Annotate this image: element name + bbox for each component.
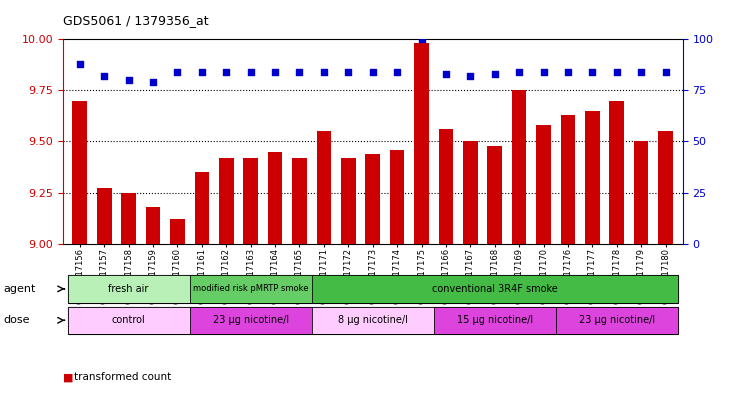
Point xyxy=(415,36,427,42)
Bar xyxy=(68,307,190,334)
Text: dose: dose xyxy=(4,315,30,325)
Point xyxy=(74,61,86,67)
Point xyxy=(196,69,208,75)
Bar xyxy=(390,150,404,244)
Point xyxy=(123,77,134,83)
Bar xyxy=(438,129,453,244)
Bar xyxy=(365,154,380,244)
Point xyxy=(318,69,330,75)
Point xyxy=(269,69,281,75)
Point xyxy=(147,79,159,85)
Point xyxy=(537,69,549,75)
Bar xyxy=(170,219,184,244)
Bar xyxy=(463,141,477,244)
Point xyxy=(440,71,452,77)
Point xyxy=(513,69,525,75)
Bar xyxy=(292,158,307,244)
Point xyxy=(98,73,110,79)
Point xyxy=(342,69,354,75)
Bar xyxy=(658,131,673,244)
Point xyxy=(245,69,257,75)
Point xyxy=(221,69,232,75)
Bar xyxy=(317,131,331,244)
Bar xyxy=(121,193,136,244)
Bar xyxy=(585,111,600,244)
Text: modified risk pMRTP smoke: modified risk pMRTP smoke xyxy=(193,285,308,293)
Text: 23 μg nicotine/l: 23 μg nicotine/l xyxy=(579,315,655,325)
Bar xyxy=(311,275,677,303)
Point xyxy=(611,69,623,75)
Bar xyxy=(190,275,311,303)
Text: agent: agent xyxy=(4,284,36,294)
Text: 15 μg nicotine/l: 15 μg nicotine/l xyxy=(457,315,533,325)
Text: 8 μg nicotine/l: 8 μg nicotine/l xyxy=(338,315,407,325)
Bar xyxy=(341,158,356,244)
Text: 23 μg nicotine/l: 23 μg nicotine/l xyxy=(213,315,289,325)
Bar xyxy=(414,43,429,244)
Bar xyxy=(561,115,575,244)
Text: ■: ■ xyxy=(63,372,73,382)
Bar xyxy=(195,172,209,244)
Point xyxy=(660,69,672,75)
Bar xyxy=(537,125,551,244)
Bar xyxy=(72,101,87,244)
Bar xyxy=(512,90,526,244)
Text: conventional 3R4F smoke: conventional 3R4F smoke xyxy=(432,284,558,294)
Point xyxy=(464,73,476,79)
Text: transformed count: transformed count xyxy=(74,372,171,382)
Bar xyxy=(145,207,160,244)
Point xyxy=(367,69,379,75)
Point xyxy=(294,69,306,75)
Point xyxy=(391,69,403,75)
Bar xyxy=(610,101,624,244)
Bar xyxy=(219,158,233,244)
Bar xyxy=(487,145,502,244)
Point xyxy=(635,69,647,75)
Point xyxy=(489,71,500,77)
Bar xyxy=(434,307,556,334)
Point xyxy=(171,69,183,75)
Bar xyxy=(97,189,111,244)
Text: fresh air: fresh air xyxy=(108,284,149,294)
Bar xyxy=(634,141,649,244)
Bar xyxy=(268,152,283,244)
Bar xyxy=(311,307,434,334)
Bar xyxy=(244,158,258,244)
Text: GDS5061 / 1379356_at: GDS5061 / 1379356_at xyxy=(63,15,208,28)
Point xyxy=(562,69,574,75)
Point xyxy=(587,69,599,75)
Text: control: control xyxy=(111,315,145,325)
Bar xyxy=(190,307,311,334)
Bar xyxy=(68,275,190,303)
Bar xyxy=(556,307,677,334)
